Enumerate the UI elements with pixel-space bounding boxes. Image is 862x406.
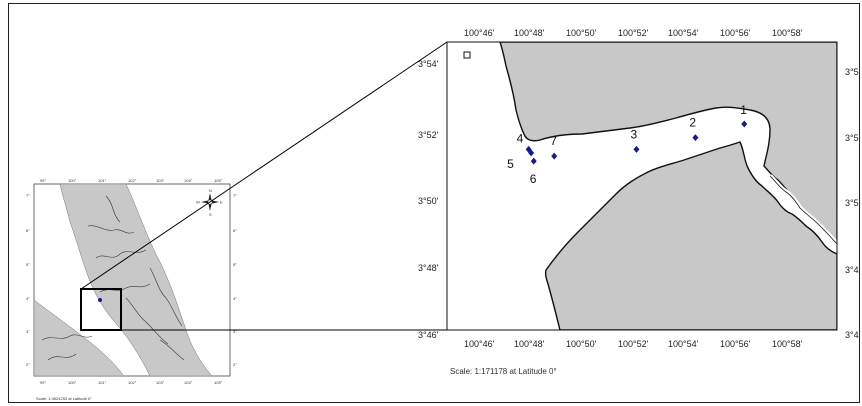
- sampling-stations: 1 2 3 7 45 6: [507, 103, 748, 186]
- svg-text:104°: 104°: [184, 178, 193, 183]
- svg-text:103°: 103°: [156, 380, 165, 385]
- svg-text:100°: 100°: [68, 178, 77, 183]
- svg-text:103°: 103°: [156, 178, 165, 183]
- svg-text:100°46': 100°46': [464, 339, 495, 349]
- overview-y-ticks-right: 7° 6° 5° 4° 3° 2°: [233, 193, 237, 367]
- overview-scale-text: Scale: 1:4524253 at Latitude 0°: [36, 396, 92, 401]
- svg-text:6°: 6°: [233, 228, 237, 233]
- svg-text:100°48': 100°48': [514, 28, 545, 38]
- svg-text:6°: 6°: [26, 228, 30, 233]
- svg-text:N: N: [209, 188, 212, 193]
- svg-text:3°50': 3°50': [418, 196, 439, 206]
- station-marker-1: [741, 120, 748, 128]
- detail-map: 100°46' 100°48' 100°50' 100°52' 100°54' …: [418, 28, 859, 376]
- detail-map-frame: [446, 41, 838, 331]
- station-label-6: 6: [530, 172, 537, 186]
- detail-river-outline: [769, 175, 837, 245]
- svg-text:105°: 105°: [214, 178, 223, 183]
- svg-text:100°58': 100°58': [772, 339, 803, 349]
- svg-text:100°50': 100°50': [566, 339, 597, 349]
- station-marker-5: [528, 149, 535, 157]
- figure-frame: [8, 3, 860, 403]
- overview-x-ticks-top: 99° 100° 101° 102° 103° 104° 105°: [40, 178, 223, 183]
- svg-text:101°: 101°: [98, 178, 107, 183]
- station-label-2: 2: [689, 116, 696, 130]
- detail-y-ticks-left: 3°54' 3°52' 3°50' 3°48' 3°46': [418, 59, 439, 340]
- station-label-1: 1: [740, 103, 747, 117]
- svg-text:4°: 4°: [233, 296, 237, 301]
- svg-text:7°: 7°: [26, 193, 30, 198]
- station-label-4: 4: [517, 131, 524, 145]
- svg-text:100°56': 100°56': [720, 28, 751, 38]
- station-label-7: 7: [550, 134, 557, 148]
- svg-text:3°54': 3°54': [418, 59, 439, 69]
- detail-south-land: [544, 141, 837, 330]
- overview-peninsula: [59, 183, 213, 377]
- detail-scale-text: Scale: 1:171178 at Latitude 0°: [450, 367, 557, 376]
- area-of-interest-box: [80, 288, 122, 331]
- station-marker-3: [633, 145, 640, 153]
- detail-y-ticks-right: 3°5 3°5 3°5 3°4 3°4: [845, 67, 859, 340]
- station-marker-6: [530, 157, 537, 165]
- detail-x-ticks-top: 100°46' 100°48' 100°50' 100°52' 100°54' …: [464, 28, 803, 38]
- svg-text:5°: 5°: [26, 262, 30, 267]
- svg-text:3°4: 3°4: [845, 265, 859, 275]
- overview-map: 99° 100° 101° 102° 103° 104° 105° 99° 10…: [26, 178, 237, 401]
- overview-y-ticks-left: 7° 6° 5° 4° 3° 2°: [26, 193, 30, 367]
- svg-text:100°48': 100°48': [514, 339, 545, 349]
- zoom-connector-lines: [80, 41, 448, 331]
- svg-text:104°: 104°: [184, 380, 193, 385]
- svg-text:100°58': 100°58': [772, 28, 803, 38]
- svg-text:7°: 7°: [233, 193, 237, 198]
- svg-text:102°: 102°: [128, 178, 137, 183]
- station-label-5: 5: [507, 157, 514, 171]
- detail-x-ticks-bottom: 100°46' 100°48' 100°50' 100°52' 100°54' …: [464, 339, 803, 349]
- svg-text:3°4: 3°4: [845, 330, 859, 340]
- svg-text:100°56': 100°56': [720, 339, 751, 349]
- svg-text:100°46': 100°46': [464, 28, 495, 38]
- station-label-3: 3: [630, 127, 637, 141]
- station-marker-2: [692, 134, 699, 142]
- overview-rivers: [41, 195, 185, 361]
- svg-text:4°: 4°: [26, 296, 30, 301]
- svg-text:105°: 105°: [214, 380, 223, 385]
- detail-corner-marker: [463, 51, 471, 59]
- svg-text:100°50': 100°50': [566, 28, 597, 38]
- svg-text:3°: 3°: [233, 329, 237, 334]
- svg-text:W: W: [196, 200, 200, 205]
- svg-text:5°: 5°: [233, 262, 237, 267]
- svg-text:100°54': 100°54': [668, 28, 699, 38]
- svg-text:3°52': 3°52': [418, 130, 439, 140]
- svg-text:100°52': 100°52': [618, 28, 649, 38]
- svg-text:2°: 2°: [233, 362, 237, 367]
- svg-text:101°: 101°: [98, 380, 107, 385]
- svg-text:3°5: 3°5: [845, 133, 859, 143]
- svg-text:99°: 99°: [40, 380, 46, 385]
- svg-text:S: S: [209, 212, 212, 217]
- svg-text:100°52': 100°52': [618, 339, 649, 349]
- svg-text:3°46': 3°46': [418, 330, 439, 340]
- svg-text:100°: 100°: [68, 380, 77, 385]
- svg-text:2°: 2°: [26, 362, 30, 367]
- overview-study-area-marker: [98, 298, 102, 302]
- svg-text:3°5: 3°5: [845, 67, 859, 77]
- svg-text:100°54': 100°54': [668, 339, 699, 349]
- svg-text:3°: 3°: [26, 329, 30, 334]
- svg-text:E: E: [220, 200, 223, 205]
- overview-x-ticks-bottom: 99° 100° 101° 102° 103° 104° 105°: [40, 380, 223, 385]
- svg-text:102°: 102°: [128, 380, 137, 385]
- svg-text:3°48': 3°48': [418, 263, 439, 273]
- station-marker-7: [551, 152, 558, 160]
- svg-text:3°5: 3°5: [845, 198, 859, 208]
- svg-text:99°: 99°: [40, 178, 46, 183]
